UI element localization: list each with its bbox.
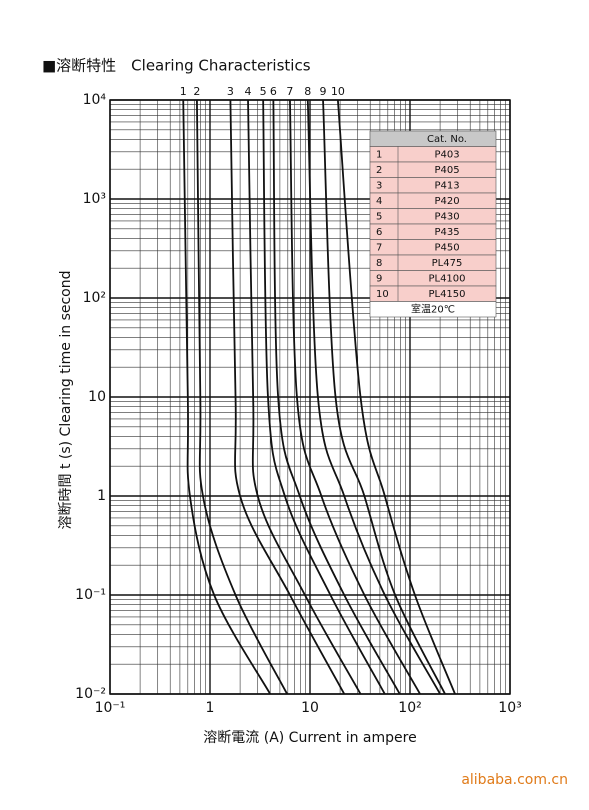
curve-label: 6 xyxy=(270,85,277,98)
plot-frame xyxy=(109,99,511,695)
table-cell: PL4100 xyxy=(428,273,465,284)
curve-label: 8 xyxy=(304,85,311,98)
table-cell: PL4150 xyxy=(428,289,465,300)
x-tick-label: 10² xyxy=(398,700,421,716)
table-cell: P420 xyxy=(434,196,459,207)
x-tick-label: 10 xyxy=(301,700,319,716)
table-cell: P405 xyxy=(434,165,459,176)
watermark: alibaba.com.cn xyxy=(461,772,568,788)
x-tick-label: 10⁻¹ xyxy=(95,700,126,716)
table-row-bg xyxy=(369,192,497,209)
y-tick-label: 10 xyxy=(88,389,106,405)
curve xyxy=(306,99,441,695)
table-cell: 9 xyxy=(376,273,382,284)
x-tick-label: 10³ xyxy=(498,700,521,716)
curve-label: 2 xyxy=(193,85,200,98)
curve xyxy=(322,99,446,695)
table-row-bg xyxy=(369,239,497,256)
table-cell: 8 xyxy=(376,258,382,269)
table-footer-bg xyxy=(369,301,497,318)
table-cell: 3 xyxy=(376,180,382,191)
curve-label: 4 xyxy=(245,85,252,98)
table-cell: 6 xyxy=(376,227,382,238)
curve-label: 7 xyxy=(286,85,293,98)
table-cell: PL475 xyxy=(432,258,463,269)
table-cell: 2 xyxy=(376,165,382,176)
chart-title: ■溶断特性 Clearing Characteristics xyxy=(42,57,311,75)
table-row-bg xyxy=(369,177,497,194)
curve xyxy=(336,99,456,695)
table-cell: P430 xyxy=(434,211,459,222)
table-cell: 1 xyxy=(376,149,382,160)
table-footer: 室温20℃ xyxy=(411,302,455,315)
curve xyxy=(196,99,288,695)
curve xyxy=(182,99,271,695)
table-cell: 7 xyxy=(376,242,382,253)
y-tick-label: 10⁴ xyxy=(83,92,107,108)
table-row-bg xyxy=(369,208,497,225)
table-row-bg xyxy=(369,146,497,163)
y-axis-title: 溶断時間 t (s) Clearing time in second xyxy=(58,271,74,530)
table-cell: 5 xyxy=(376,211,382,222)
curve xyxy=(247,99,362,695)
curve-label: 5 xyxy=(260,85,267,98)
table-cell: 10 xyxy=(376,289,389,300)
curve-label: 1 xyxy=(180,85,187,98)
curve-label: 9 xyxy=(320,85,327,98)
y-tick-label: 10⁻² xyxy=(75,686,106,702)
y-tick-label: 10² xyxy=(83,290,106,306)
table-row-bg xyxy=(369,161,497,178)
curve-label: 3 xyxy=(227,85,234,98)
y-tick-label: 1 xyxy=(97,488,106,504)
y-tick-label: 10⁻¹ xyxy=(75,587,106,603)
curve xyxy=(289,99,421,695)
curve-label: 10 xyxy=(331,85,345,98)
table-cell: P435 xyxy=(434,227,459,238)
x-tick-label: 1 xyxy=(206,700,215,716)
y-tick-label: 10³ xyxy=(83,191,106,207)
table-cell: P450 xyxy=(434,242,459,253)
table-row-bg xyxy=(369,223,497,240)
curve xyxy=(272,99,401,695)
table-cell: 4 xyxy=(376,196,382,207)
curve xyxy=(262,99,386,695)
x-axis-title: 溶断電流 (A) Current in ampere xyxy=(203,730,416,746)
table-header: Cat. No. xyxy=(427,134,467,145)
table-cell: P403 xyxy=(434,149,459,160)
curve xyxy=(229,99,346,695)
table-cell: P413 xyxy=(434,180,459,191)
